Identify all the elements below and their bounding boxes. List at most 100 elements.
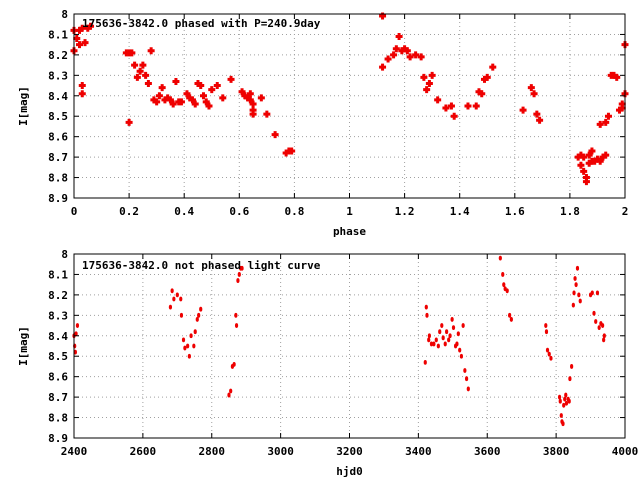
- phased-data-point: [125, 118, 133, 126]
- phased-y-tick-label: 8.9: [48, 192, 68, 205]
- phased-y-tick-label: 8.1: [48, 28, 68, 41]
- phased-chart-title: 175636-3842.0 phased with P=240.9day: [82, 17, 321, 30]
- phased-data-point: [131, 61, 139, 69]
- unphased-data-point: [445, 329, 449, 335]
- unphased-y-axis-label: I[mag]: [17, 326, 30, 366]
- unphased-data-point: [502, 282, 506, 288]
- unphased-data-point: [195, 317, 199, 322]
- phased-data-point: [177, 98, 185, 106]
- unphased-data-point: [448, 333, 452, 339]
- phased-data-point: [478, 90, 486, 98]
- unphased-data-point: [75, 323, 80, 328]
- phased-data-point: [147, 47, 155, 55]
- phased-data-point: [136, 67, 144, 75]
- phased-data-point: [78, 24, 86, 32]
- phased-data-point: [166, 96, 174, 104]
- unphased-data-point: [240, 265, 244, 271]
- unphased-x-tick-label: 3400: [405, 445, 432, 458]
- phased-light-curve-chart: 0 0.2 0.4 0.6 0.8 1 1.2 1.4 1.6 1.8 2 8 8.1 8.2 8.3 8.4…: [17, 8, 629, 238]
- unphased-data-point: [168, 304, 173, 310]
- unphased-data-point: [567, 398, 571, 404]
- phased-data-point: [257, 94, 265, 102]
- unphased-y-tick-label: 8.6: [48, 371, 68, 384]
- unphased-data-point: [564, 392, 568, 398]
- unphased-data-point: [601, 323, 605, 328]
- phased-data-point: [164, 94, 172, 102]
- phased-data-point: [155, 92, 163, 100]
- unphased-data-point: [438, 329, 442, 335]
- phased-x-tick-label: 0.6: [229, 205, 249, 218]
- phased-data-point: [480, 75, 488, 83]
- phased-y-tick-label: 8.7: [48, 151, 68, 164]
- phased-data-point: [78, 90, 86, 98]
- phased-data-point: [585, 151, 593, 159]
- unphased-data-point: [234, 323, 239, 328]
- phased-data-point: [246, 90, 254, 98]
- phased-data-point: [202, 98, 210, 106]
- phased-data-point: [425, 80, 433, 88]
- phased-data-point: [613, 73, 621, 81]
- phased-data-point: [588, 147, 596, 155]
- phased-data-point: [183, 90, 191, 98]
- phased-data-point: [450, 112, 458, 120]
- phased-data-point: [591, 157, 599, 165]
- phased-data-point: [615, 106, 623, 114]
- phased-data-point: [81, 39, 89, 47]
- unphased-light-curve-chart: 2400 2600 2800 3000 3200 3400 3600 3800 4000 8 8.1…: [17, 248, 638, 478]
- phased-data-point: [582, 174, 590, 182]
- unphased-data-point: [236, 278, 240, 283]
- phased-data-point: [238, 88, 246, 96]
- unphased-data-point: [572, 290, 576, 296]
- unphased-data-point: [229, 388, 233, 394]
- unphased-data-point: [450, 317, 454, 322]
- unphased-data-point: [434, 337, 438, 343]
- unphased-y-tick-label: 8.2: [48, 289, 68, 302]
- phased-data-point: [144, 80, 152, 88]
- unphased-data-point: [441, 335, 445, 341]
- phased-data-point: [602, 151, 610, 159]
- unphased-data-point: [602, 337, 606, 343]
- phased-data-point: [87, 22, 95, 30]
- unphased-data-point: [461, 323, 465, 328]
- phased-data-point: [392, 45, 400, 53]
- unphased-data-point: [234, 312, 238, 318]
- unphased-y-tick-label: 8.7: [48, 391, 68, 404]
- phased-data-point: [186, 94, 194, 102]
- phased-data-point: [128, 49, 136, 57]
- unphased-data-point: [558, 398, 562, 404]
- unphased-data-point: [597, 325, 601, 330]
- phased-data-point: [417, 53, 425, 61]
- unphased-data-point: [197, 312, 201, 318]
- phased-data-point: [379, 63, 387, 71]
- unphased-data-point: [192, 343, 196, 349]
- unphased-data-point: [199, 306, 203, 312]
- phased-data-point: [172, 77, 180, 85]
- unphased-data-point: [568, 376, 572, 382]
- unphased-data-point: [561, 421, 565, 427]
- phased-data-point: [412, 51, 420, 59]
- unphased-data-point: [458, 347, 462, 353]
- phased-data-point: [384, 55, 392, 63]
- unphased-data-point: [429, 341, 434, 347]
- phased-data-point: [536, 116, 544, 124]
- phased-data-point: [596, 157, 604, 165]
- phased-data-point: [158, 84, 166, 92]
- unphased-data-point: [187, 353, 191, 359]
- phased-data-point: [282, 149, 290, 157]
- phased-x-tick-label: 2: [622, 205, 629, 218]
- phased-data-point: [249, 100, 257, 108]
- phased-data-point: [199, 92, 207, 100]
- unphased-data-point: [602, 333, 606, 339]
- phased-data-point: [483, 73, 491, 81]
- unphased-chart-title: 175636-3842.0 not phased light curve: [82, 259, 321, 272]
- phased-data-point: [472, 102, 480, 110]
- unphased-data-point: [590, 290, 594, 296]
- unphased-data-point: [570, 364, 574, 369]
- phased-data-point: [489, 63, 497, 71]
- phased-data-points: [70, 12, 629, 186]
- phased-data-point: [78, 82, 86, 90]
- phased-data-point: [406, 53, 414, 61]
- phased-data-point: [420, 73, 428, 81]
- phased-y-tick-label: 8.6: [48, 131, 68, 144]
